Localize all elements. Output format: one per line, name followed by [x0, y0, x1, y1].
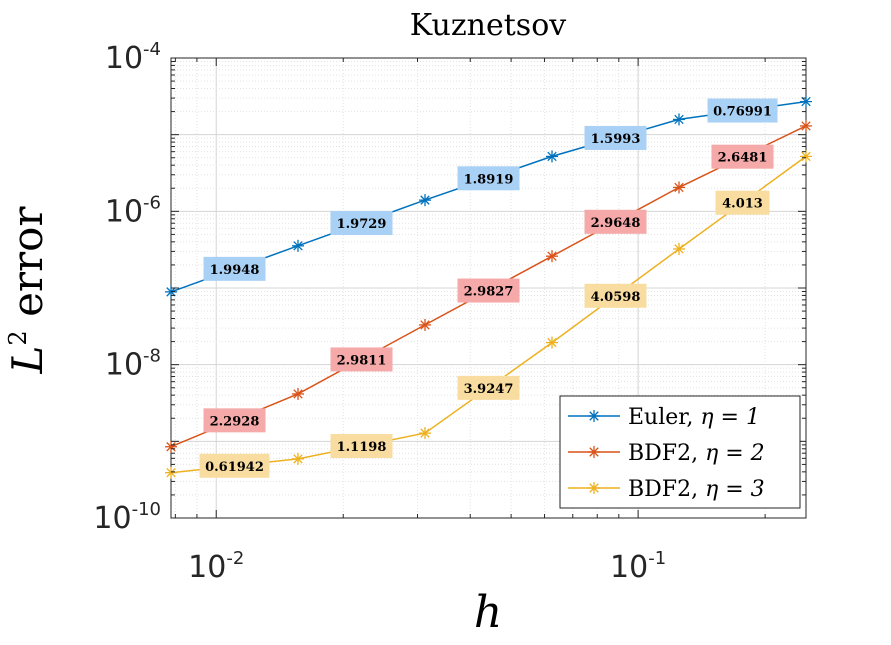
rate-label-box: [203, 408, 266, 433]
rate-label: 2.6481: [711, 144, 774, 169]
data-point-marker: [546, 336, 558, 349]
x-tick-label: 10-2: [188, 548, 244, 585]
rate-label-box: [711, 144, 774, 169]
rate-label-box: [199, 453, 270, 478]
rate-label-text: 2.2928: [210, 414, 260, 429]
y-axis-label-main: L: [3, 346, 52, 375]
data-point-marker: [673, 181, 685, 194]
rate-label-text: 2.6481: [718, 151, 768, 166]
y-tick-label: 10-6: [105, 192, 161, 229]
legend-label: BDF2, η = 2: [628, 441, 765, 466]
data-point-marker: [165, 466, 177, 479]
rate-label: 1.9729: [330, 210, 393, 235]
data-point-marker: [800, 150, 812, 163]
rate-label: 1.1198: [330, 434, 393, 459]
rate-label: 0.76991: [707, 98, 778, 123]
rate-label-box: [584, 283, 647, 308]
rate-label-box: [715, 190, 770, 215]
chart-title: Kuznetsov: [410, 8, 566, 43]
data-point-marker: [673, 242, 685, 255]
rate-label: 2.9827: [457, 278, 520, 303]
data-point-marker: [292, 239, 304, 252]
x-axis-label: h: [474, 587, 502, 638]
rate-label: 2.9811: [330, 347, 393, 372]
tick-label-group: 10-2 10-1 10-10 10-8 10-6 10-4: [93, 39, 806, 585]
data-point-marker: [588, 482, 600, 494]
y-axis-label-sup: 2: [4, 330, 32, 345]
rate-label-text: 2.9827: [464, 285, 514, 300]
axis-label-group: h L2 error: [3, 206, 502, 638]
rate-label: 1.5993: [584, 125, 647, 150]
y-axis-label-rest: error: [3, 206, 52, 331]
data-point-marker: [800, 95, 812, 108]
data-point-marker: [292, 452, 304, 465]
data-point-marker: [546, 250, 558, 263]
rate-label-text: 0.76991: [713, 105, 772, 120]
rate-label-box: [457, 278, 520, 303]
legend-entry: Euler, η = 1: [568, 405, 760, 430]
legend: Euler, η = 1 BDF2, η = 2 BDF2, η = 3: [559, 395, 801, 509]
rate-label-text: 4.0598: [591, 290, 641, 305]
rate-label-text: 2.9811: [337, 353, 387, 368]
data-point-marker: [800, 119, 812, 132]
rate-label: 4.0598: [584, 283, 647, 308]
rate-label-text: 4.013: [722, 197, 763, 212]
rate-label-box: [584, 209, 647, 234]
rate-label-text: 1.9729: [337, 217, 387, 232]
data-point-marker: [588, 410, 600, 422]
rate-label-text: 1.8919: [464, 172, 514, 187]
y-axis-label: L2 error: [3, 206, 52, 375]
rate-label-box: [330, 210, 393, 235]
rate-label-box: [330, 434, 393, 459]
rate-label-box: [457, 375, 520, 400]
data-point-marker: [419, 194, 431, 207]
rate-label-text: 3.9247: [464, 382, 514, 397]
rate-label: 2.2928: [203, 408, 266, 433]
y-tick-label: 10-4: [105, 39, 161, 76]
rate-label: 3.9247: [457, 375, 520, 400]
rate-label: 0.61942: [199, 453, 270, 478]
rate-label-text: 1.5993: [591, 132, 641, 147]
rate-label: 2.9648: [584, 209, 647, 234]
rate-label: 1.9948: [203, 256, 266, 281]
data-point-marker: [292, 387, 304, 400]
data-point-marker: [588, 446, 600, 458]
data-point-marker: [419, 318, 431, 331]
legend-entry: BDF2, η = 3: [568, 477, 765, 502]
x-tick-label: 10-1: [610, 548, 666, 585]
rate-label-box: [707, 98, 778, 123]
rate-label-box: [203, 256, 266, 281]
rate-label-text: 0.61942: [205, 460, 264, 475]
rate-label-text: 2.9648: [591, 216, 641, 231]
legend-label: BDF2, η = 3: [628, 477, 765, 502]
data-point-marker: [165, 440, 177, 453]
rate-label: 4.013: [715, 190, 770, 215]
rate-label-text: 1.9948: [210, 263, 260, 278]
data-point-marker: [546, 150, 558, 163]
data-point-marker: [673, 113, 685, 126]
data-point-marker: [419, 427, 431, 440]
rate-label-box: [330, 347, 393, 372]
rate-label-group: 1.9948 1.9729 1.8919 1.5993 0.76991 2.2928 2.9…: [199, 98, 778, 478]
rate-label-box: [457, 166, 520, 191]
y-tick-label: 10-8: [105, 346, 161, 383]
rate-label: 1.8919: [457, 166, 520, 191]
rate-label-text: 1.1198: [337, 440, 387, 455]
rate-label-box: [584, 125, 647, 150]
legend-label: Euler, η = 1: [628, 405, 760, 430]
legend-entry: BDF2, η = 2: [568, 441, 765, 466]
y-tick-label: 10-10: [93, 499, 161, 536]
